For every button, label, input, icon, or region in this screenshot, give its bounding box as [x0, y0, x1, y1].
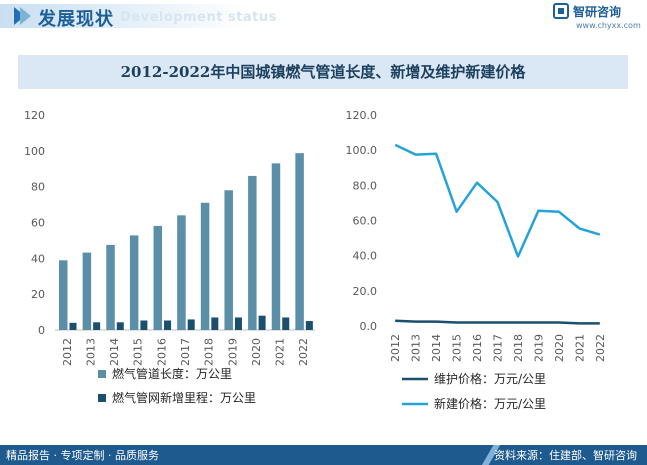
legend-label-new-mileage: 燃气管网新增里程：万公里: [112, 390, 256, 405]
brand-name: 智研咨询: [573, 5, 622, 19]
header: 发展现状 Development status 智研咨询 www.chyxx.c…: [0, 0, 647, 36]
bar-new-mileage: [164, 320, 172, 330]
line-y-tick-label: 100.0: [346, 144, 378, 157]
bar-x-tick-label: 2020: [250, 338, 263, 366]
legend-label-new-build: 新建价格：万元/公里: [434, 396, 546, 411]
line-y-tick-label: 60.0: [353, 215, 378, 228]
bar-new-mileage: [282, 317, 290, 330]
bar-x-tick-label: 2012: [61, 338, 74, 366]
brand-logo-icon: [553, 3, 569, 19]
bar-y-tick-label: 60: [31, 217, 45, 230]
bar-length: [177, 215, 186, 330]
bar-length: [248, 175, 257, 330]
bar-y-tick-label: 80: [31, 181, 45, 194]
bar-length: [82, 252, 92, 330]
bar-new-mileage: [140, 320, 148, 330]
line-x-tick-label: 2012: [389, 334, 402, 362]
line-x-tick-label: 2018: [512, 334, 525, 362]
bar-y-tick-label: 0: [38, 324, 45, 337]
bar-new-mileage: [211, 317, 219, 330]
bar-new-mileage: [258, 315, 266, 330]
line-x-tick-label: 2016: [471, 334, 484, 362]
bar-x-tick-label: 2015: [132, 338, 145, 366]
bar-new-mileage: [234, 317, 242, 330]
line-x-tick-label: 2014: [430, 334, 443, 362]
footer: 精品报告 · 专项定制 · 品质服务 资料来源：住建部、智研咨询: [0, 445, 647, 465]
line-maintain-price: [395, 319, 600, 325]
legend-label-maintain: 维护价格：万元/公里: [434, 371, 546, 386]
bar-length: [224, 190, 233, 330]
line-y-tick-label: 0.0: [360, 320, 378, 333]
bar-x-tick-label: 2014: [108, 338, 121, 366]
line-x-tick-label: 2017: [492, 334, 505, 362]
line-x-tick-label: 2013: [410, 334, 423, 362]
legend-swatch-new-mileage: [98, 394, 106, 402]
line-new-build-price: [394, 143, 601, 258]
bar-length: [106, 244, 115, 330]
bar-length: [200, 202, 210, 330]
bar-x-tick-label: 2016: [155, 338, 168, 366]
footer-tagline: 精品报告 · 专项定制 · 品质服务: [6, 449, 159, 462]
footer-source: 资料来源：住建部、智研咨询: [494, 449, 637, 462]
bar-y-tick-label: 120: [24, 109, 45, 122]
chevron-icon-secondary: [20, 7, 31, 25]
footer-decoration: [470, 445, 510, 465]
bar-x-tick-label: 2022: [297, 338, 310, 366]
line-x-tick-label: 2019: [532, 334, 545, 362]
bar-new-mileage: [305, 321, 313, 330]
legend-label-length: 燃气管道长度：万公里: [112, 366, 232, 381]
line-y-tick-label: 40.0: [353, 250, 378, 263]
chart-title: 2012-2022年中国城镇燃气管道长度、新增及维护新建价格: [120, 63, 526, 81]
legend-swatch-length: [98, 370, 106, 378]
bar-x-tick-label: 2021: [274, 338, 287, 366]
bar-length: [295, 153, 304, 330]
bar-new-mileage: [93, 322, 101, 330]
line-x-tick-label: 2022: [594, 334, 607, 362]
bar-y-tick-label: 40: [31, 252, 45, 265]
bar-x-tick-label: 2019: [226, 338, 239, 366]
bar-new-mileage: [187, 319, 195, 330]
line-y-tick-label: 120.0: [346, 109, 378, 122]
bar-x-tick-label: 2013: [84, 338, 97, 366]
line-x-tick-label: 2020: [553, 334, 566, 362]
brand-url: www.chyxx.com: [576, 21, 641, 30]
line-x-tick-label: 2015: [451, 334, 464, 362]
bar-x-tick-label: 2018: [203, 338, 216, 366]
section-subtitle: Development status: [120, 10, 277, 25]
bar-length: [59, 260, 68, 330]
bar-length: [271, 163, 281, 330]
line-x-tick-label: 2021: [573, 334, 586, 362]
bar-y-tick-label: 20: [31, 288, 45, 301]
bar-new-mileage: [69, 322, 77, 330]
section-title: 发展现状: [38, 9, 114, 30]
chart-title-box: 2012-2022年中国城镇燃气管道长度、新增及维护新建价格: [18, 55, 628, 89]
bar-x-tick-label: 2017: [179, 338, 192, 366]
chevron-icon: [14, 7, 25, 25]
bar-y-tick-label: 100: [24, 145, 45, 158]
bar-new-mileage: [116, 322, 124, 330]
header-band: [0, 4, 250, 28]
bar-length: [153, 225, 163, 330]
bar-length: [129, 235, 139, 330]
charts-area: 0 20 40 60 80 100 120 2012 2013 2014 2015 2016 2017 2…: [24, 109, 607, 411]
line-y-tick-label: 20.0: [353, 285, 378, 298]
line-y-tick-label: 80.0: [353, 179, 378, 192]
